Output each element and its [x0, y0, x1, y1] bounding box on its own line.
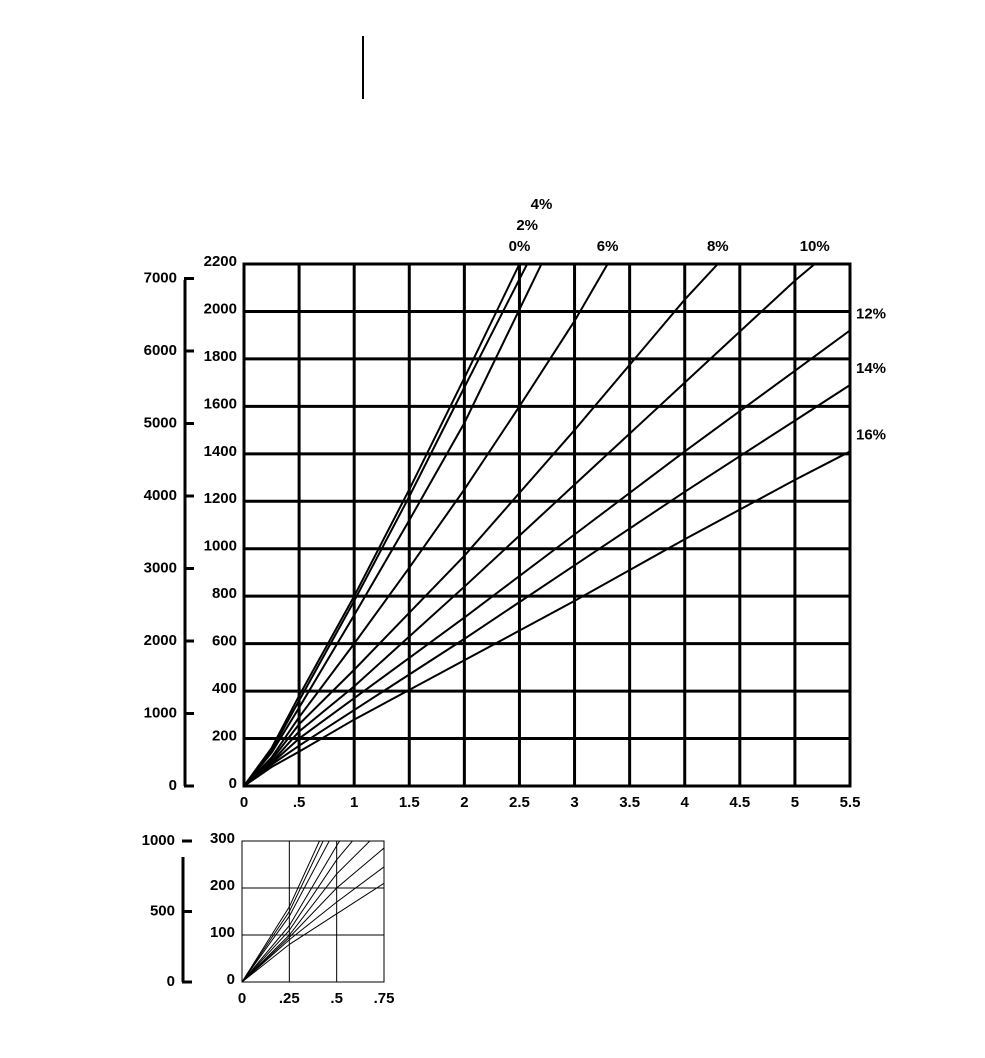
- y-tick-label: 1200: [204, 490, 237, 507]
- y-tick-label: 2000: [204, 300, 237, 317]
- series-line: [242, 841, 330, 982]
- y2-tick-label: 6000: [144, 342, 177, 359]
- x-tick-label: .75: [374, 990, 395, 1007]
- y2-tick-label: 4000: [144, 487, 177, 504]
- y-tick-label: 1400: [204, 443, 237, 460]
- x-tick-label: 3: [570, 794, 578, 811]
- y2-tick-label: 2000: [144, 632, 177, 649]
- y-tick-label: 100: [210, 924, 235, 941]
- y-tick-label: 300: [210, 830, 235, 847]
- series-line: [242, 841, 321, 982]
- y-tick-label: 2200: [204, 253, 237, 270]
- y2-tick-label: 5000: [144, 414, 177, 431]
- y2-tick-label: 500: [150, 902, 175, 919]
- y2-tick-label: 3000: [144, 559, 177, 576]
- plot-frame: [242, 262, 852, 788]
- series-line: [242, 841, 371, 982]
- series-line: [242, 847, 384, 982]
- x-tick-label: 2.5: [509, 794, 530, 811]
- y2-tick-label: 0: [167, 973, 175, 990]
- y-tick-label: 0: [227, 971, 235, 988]
- y-tick-label: 1800: [204, 348, 237, 365]
- y2-tick-label: 1000: [142, 832, 175, 849]
- x-tick-label: 4.5: [729, 794, 750, 811]
- series-label: 6%: [597, 238, 619, 255]
- y-tick-label: 200: [210, 877, 235, 894]
- series-line: [242, 841, 324, 982]
- series-line: [244, 264, 543, 786]
- series-line: [244, 384, 850, 786]
- series-label: 10%: [800, 238, 830, 255]
- series-line: [244, 264, 609, 786]
- x-tick-label: 5: [791, 794, 799, 811]
- series-line: [244, 450, 850, 786]
- x-tick-label: 1.5: [399, 794, 420, 811]
- x-tick-label: .5: [293, 794, 306, 811]
- x-tick-label: 0: [240, 794, 248, 811]
- y-tick-label: 600: [212, 633, 237, 650]
- y-tick-label: 400: [212, 680, 237, 697]
- y2-tick-label: 1000: [144, 704, 177, 721]
- series-line: [242, 841, 341, 982]
- series-line: [242, 882, 384, 982]
- y2-tick-label: 0: [169, 777, 177, 794]
- series-line: [242, 841, 354, 982]
- x-tick-label: 1: [350, 794, 358, 811]
- x-tick-label: 4: [681, 794, 690, 811]
- x-tick-label: 3.5: [619, 794, 640, 811]
- series-line: [242, 866, 384, 982]
- y-tick-label: 200: [212, 728, 237, 745]
- series-line: [244, 264, 719, 786]
- x-tick-label: 2: [460, 794, 468, 811]
- series-label: 2%: [516, 217, 538, 234]
- series-label: 12%: [856, 305, 886, 322]
- series-line: [244, 264, 529, 786]
- y-tick-label: 1000: [204, 538, 237, 555]
- series-line: [244, 264, 521, 786]
- plot-frame: [241, 840, 385, 983]
- x-tick-label: 0: [238, 990, 246, 1007]
- x-tick-label: .5: [330, 990, 343, 1007]
- y-tick-label: 0: [229, 775, 237, 792]
- series-label: 4%: [531, 196, 553, 213]
- series-label: 8%: [707, 238, 729, 255]
- x-tick-label: 5.5: [840, 794, 861, 811]
- series-label: 16%: [856, 426, 886, 443]
- x-tick-label: .25: [279, 990, 300, 1007]
- y2-tick-label: 7000: [144, 269, 177, 286]
- series-line: [244, 264, 816, 786]
- series-label: 0%: [509, 238, 531, 255]
- series-label: 14%: [856, 360, 886, 377]
- y-tick-label: 1600: [204, 395, 237, 412]
- y-tick-label: 800: [212, 585, 237, 602]
- series-line: [244, 329, 850, 786]
